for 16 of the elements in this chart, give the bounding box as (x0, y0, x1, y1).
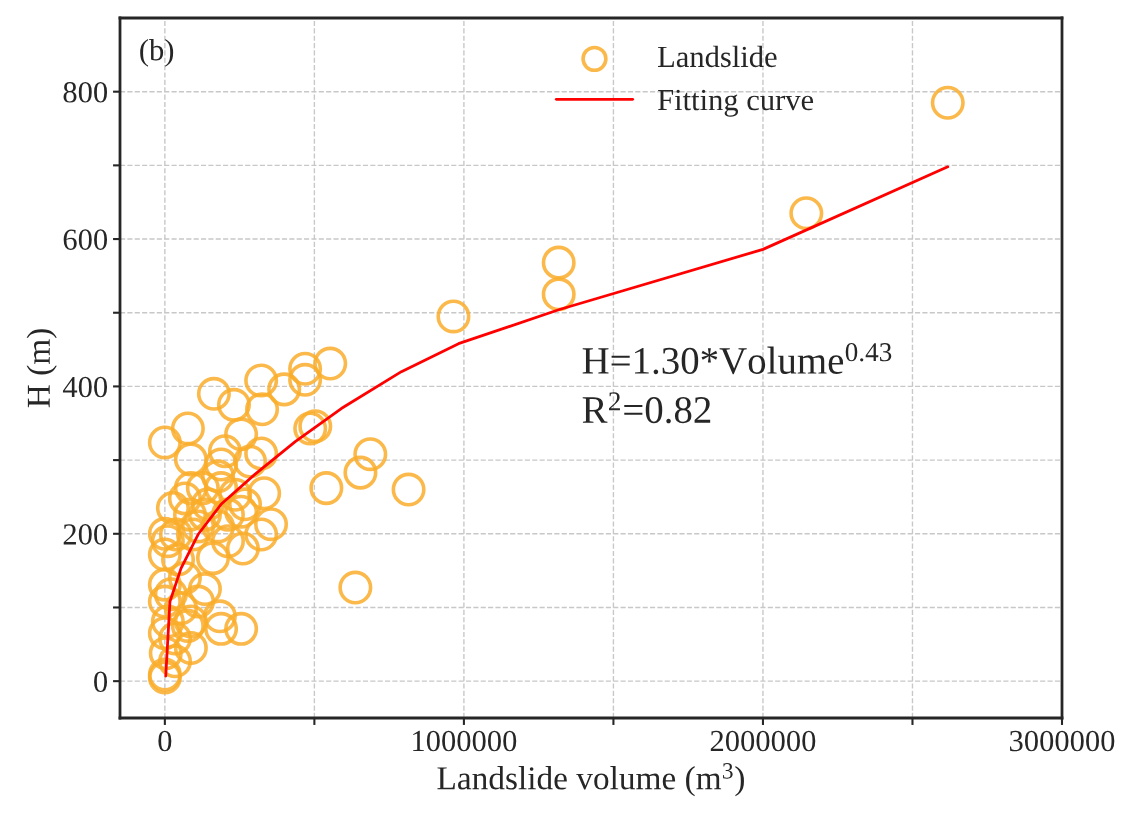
x-tick-label: 2000000 (710, 730, 816, 752)
x-tick-label: 1000000 (413, 730, 517, 752)
annotation: R$^{2}$=0.82 (582, 392, 711, 424)
legend-label: Fitting curve (658, 89, 814, 117)
y-tick-label: 0 (94, 671, 108, 693)
y-tick-label: 600 (63, 229, 108, 250)
annotation: H=1.30*Volume$^{0.43}$ (582, 343, 892, 375)
x-axis-title: Landslide volume (m$^{3}$) (437, 763, 744, 797)
x-tick-label: 3000000 (1009, 730, 1115, 752)
y-tick-label: 800 (63, 81, 108, 103)
y-tick-label: 400 (62, 376, 108, 398)
annotation: (b) (140, 39, 174, 67)
y-axis-title: H (m) (26, 329, 57, 408)
x-tick-label: 0 (158, 730, 172, 752)
y-tick-label: 200 (63, 524, 108, 545)
legend-label: Landslide (658, 45, 777, 68)
